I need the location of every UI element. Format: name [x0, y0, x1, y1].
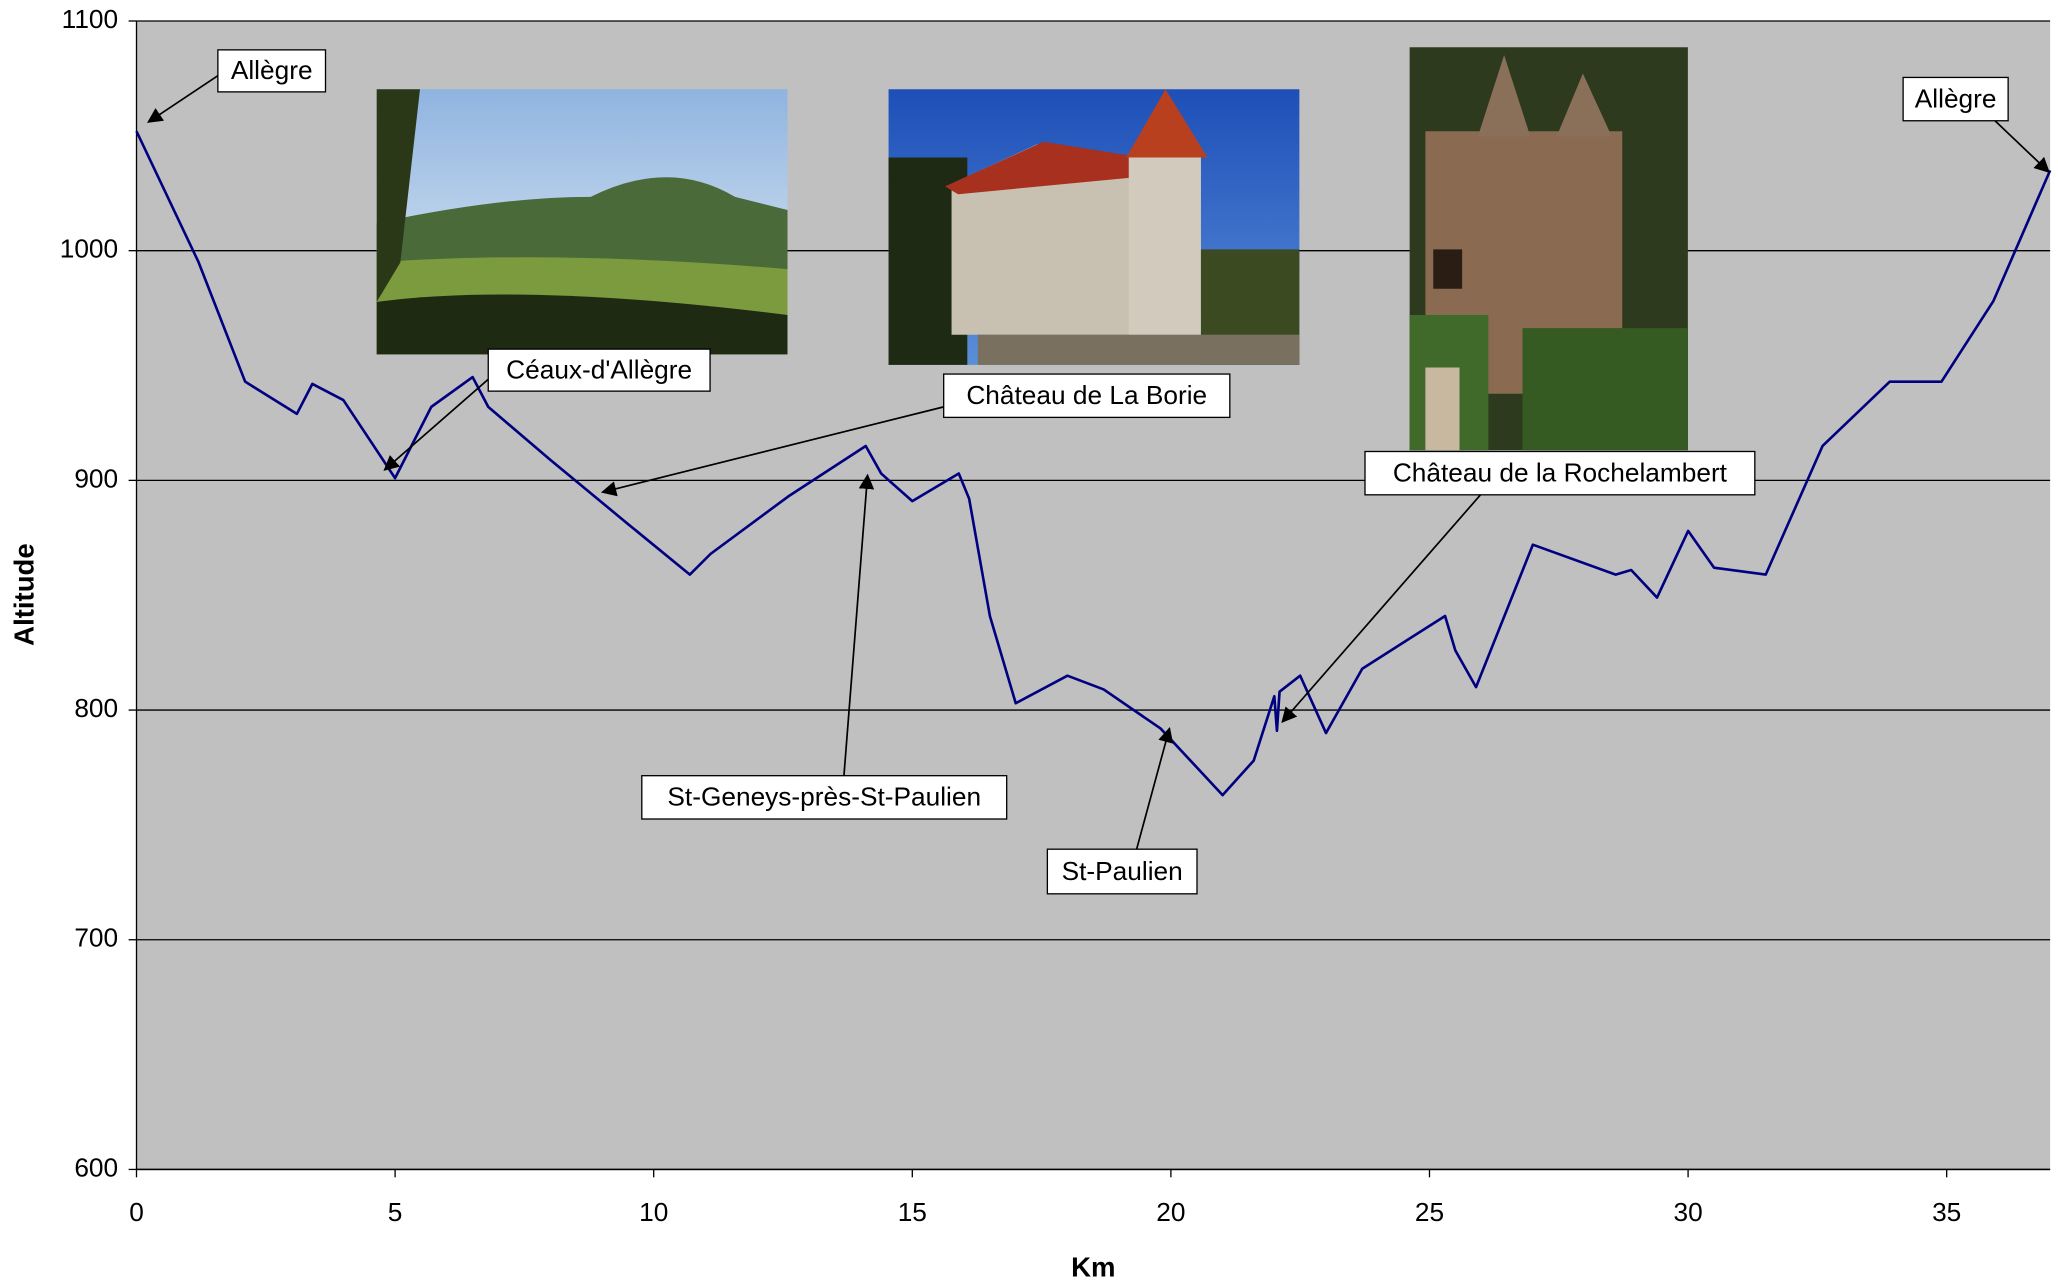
- annotation-label: St-Geneys-près-St-Paulien: [667, 782, 981, 812]
- annotation-label: St-Paulien: [1062, 856, 1183, 886]
- annotation-label: Château de la Rochelambert: [1393, 457, 1728, 487]
- x-axis-title: Km: [1071, 1251, 1115, 1282]
- chart: 600 700 800 900 1000 1100 0 5 10 15 20 25 30 35: [0, 0, 2058, 1286]
- y-axis-title: Altitude: [9, 543, 40, 646]
- photo-landscape: [377, 89, 788, 354]
- annotation-label: Allègre: [1915, 83, 1997, 113]
- x-tick-label: 30: [1673, 1197, 1702, 1227]
- annotation-label: Château de La Borie: [966, 380, 1207, 410]
- x-tick-label: 25: [1415, 1197, 1444, 1227]
- y-tick-label: 700: [74, 923, 118, 953]
- x-tick-label: 5: [388, 1197, 403, 1227]
- y-tick-label: 1100: [62, 4, 118, 34]
- plot-root: 600 700 800 900 1000 1100 0 5 10 15 20 25 30 35: [9, 4, 2051, 1283]
- photo-chateau-rochelambert: [1410, 47, 1688, 450]
- x-tick-label: 10: [639, 1197, 668, 1227]
- annotation-label: Allègre: [231, 55, 313, 85]
- y-tick-label: 800: [74, 693, 118, 723]
- x-tick-label: 35: [1932, 1197, 1961, 1227]
- x-tick-label: 15: [898, 1197, 927, 1227]
- y-tick-label: 1000: [60, 234, 118, 264]
- annotation-label: Céaux-d'Allègre: [506, 354, 692, 384]
- x-tick-label: 20: [1156, 1197, 1185, 1227]
- photo-chateau-la-borie: [889, 89, 1300, 365]
- x-tick-label: 0: [129, 1197, 144, 1227]
- y-tick-label: 900: [74, 463, 118, 493]
- y-tick-label: 600: [74, 1152, 118, 1182]
